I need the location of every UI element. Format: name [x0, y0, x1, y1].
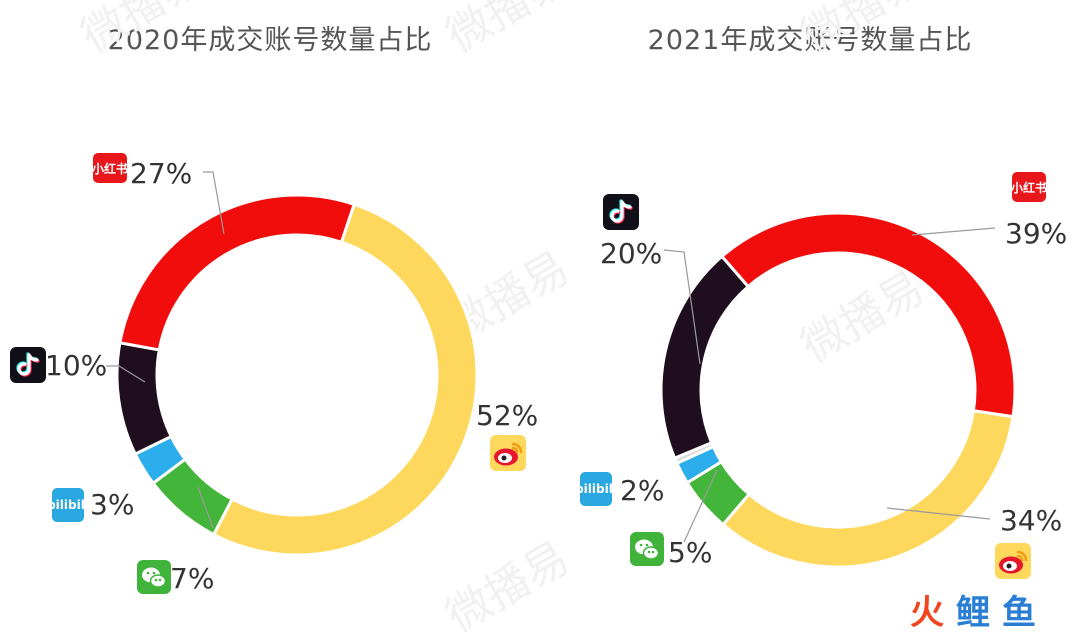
data-label-bilibili: 2%	[620, 474, 664, 507]
leader-line-douyin	[106, 365, 146, 383]
slice-weibo	[720, 409, 1015, 569]
slice-xiaohongshu	[118, 193, 357, 352]
donut-chart-2020: 52% 7% 3% 10% 27%	[45, 157, 538, 595]
svg-text:小红书: 小红书	[92, 161, 128, 176]
donut-chart-2021: 39% 34% 5%2% 20%	[600, 211, 1067, 569]
watermark-text: 微播易	[73, 0, 213, 63]
leader-line-weibo	[886, 507, 991, 520]
slice-douyin	[115, 341, 174, 457]
xiaohongshu-icon: 小红书	[1011, 172, 1047, 202]
brand-char-2: 鲤	[956, 593, 990, 633]
data-label-weibo: 34%	[1000, 504, 1062, 537]
brand-char-3: 鱼	[1002, 593, 1036, 633]
leader-line-xiaohongshu	[203, 171, 225, 235]
data-label-bilibili: 3%	[90, 488, 134, 521]
bilibili-icon: bilibili	[47, 488, 89, 522]
data-label-douyin: 10%	[45, 349, 107, 382]
brand-logo: 火 鲤 鱼	[910, 593, 1036, 633]
data-label-wechat: 7%	[170, 562, 214, 595]
chart-title-2021: 2021年成交账号数量占比	[647, 25, 973, 56]
watermark-text: 微播易	[793, 262, 933, 372]
brand-char-1: 火	[910, 593, 944, 633]
watermark-text: 微播易	[438, 0, 578, 63]
data-label-xiaohongshu: 39%	[1005, 217, 1067, 250]
data-label-weibo: 52%	[476, 399, 538, 432]
chart-title-2020: 2020年成交账号数量占比	[107, 25, 433, 56]
douyin-icon	[10, 347, 46, 383]
leader-line-wechat	[197, 486, 214, 529]
leader-line-xiaohongshu	[911, 227, 996, 236]
platform-logos: 小红书 bilibili 小红书 bilibili	[10, 153, 1047, 594]
svg-text:小红书: 小红书	[1011, 180, 1047, 195]
bilibili-icon: bilibili	[575, 472, 617, 506]
weibo-icon	[995, 543, 1031, 579]
wechat-icon	[630, 532, 664, 566]
data-label-xiaohongshu: 27%	[130, 157, 192, 190]
xiaohongshu-icon: 小红书	[92, 153, 128, 183]
slice-douyin	[659, 254, 751, 461]
watermark-text: 微播易	[793, 0, 933, 63]
slice-weibo	[211, 202, 479, 557]
data-label-douyin: 20%	[600, 237, 662, 270]
wechat-icon	[137, 560, 171, 594]
data-label-wechat: 5%	[668, 536, 712, 569]
svg-text:bilibili: bilibili	[575, 482, 617, 496]
leader-line-wechat	[683, 469, 718, 543]
weibo-icon	[490, 435, 526, 471]
douyin-icon	[603, 194, 639, 230]
leader-line-douyin	[663, 249, 701, 365]
watermark-text: 微播易	[438, 532, 578, 638]
svg-text:bilibili: bilibili	[47, 498, 89, 512]
